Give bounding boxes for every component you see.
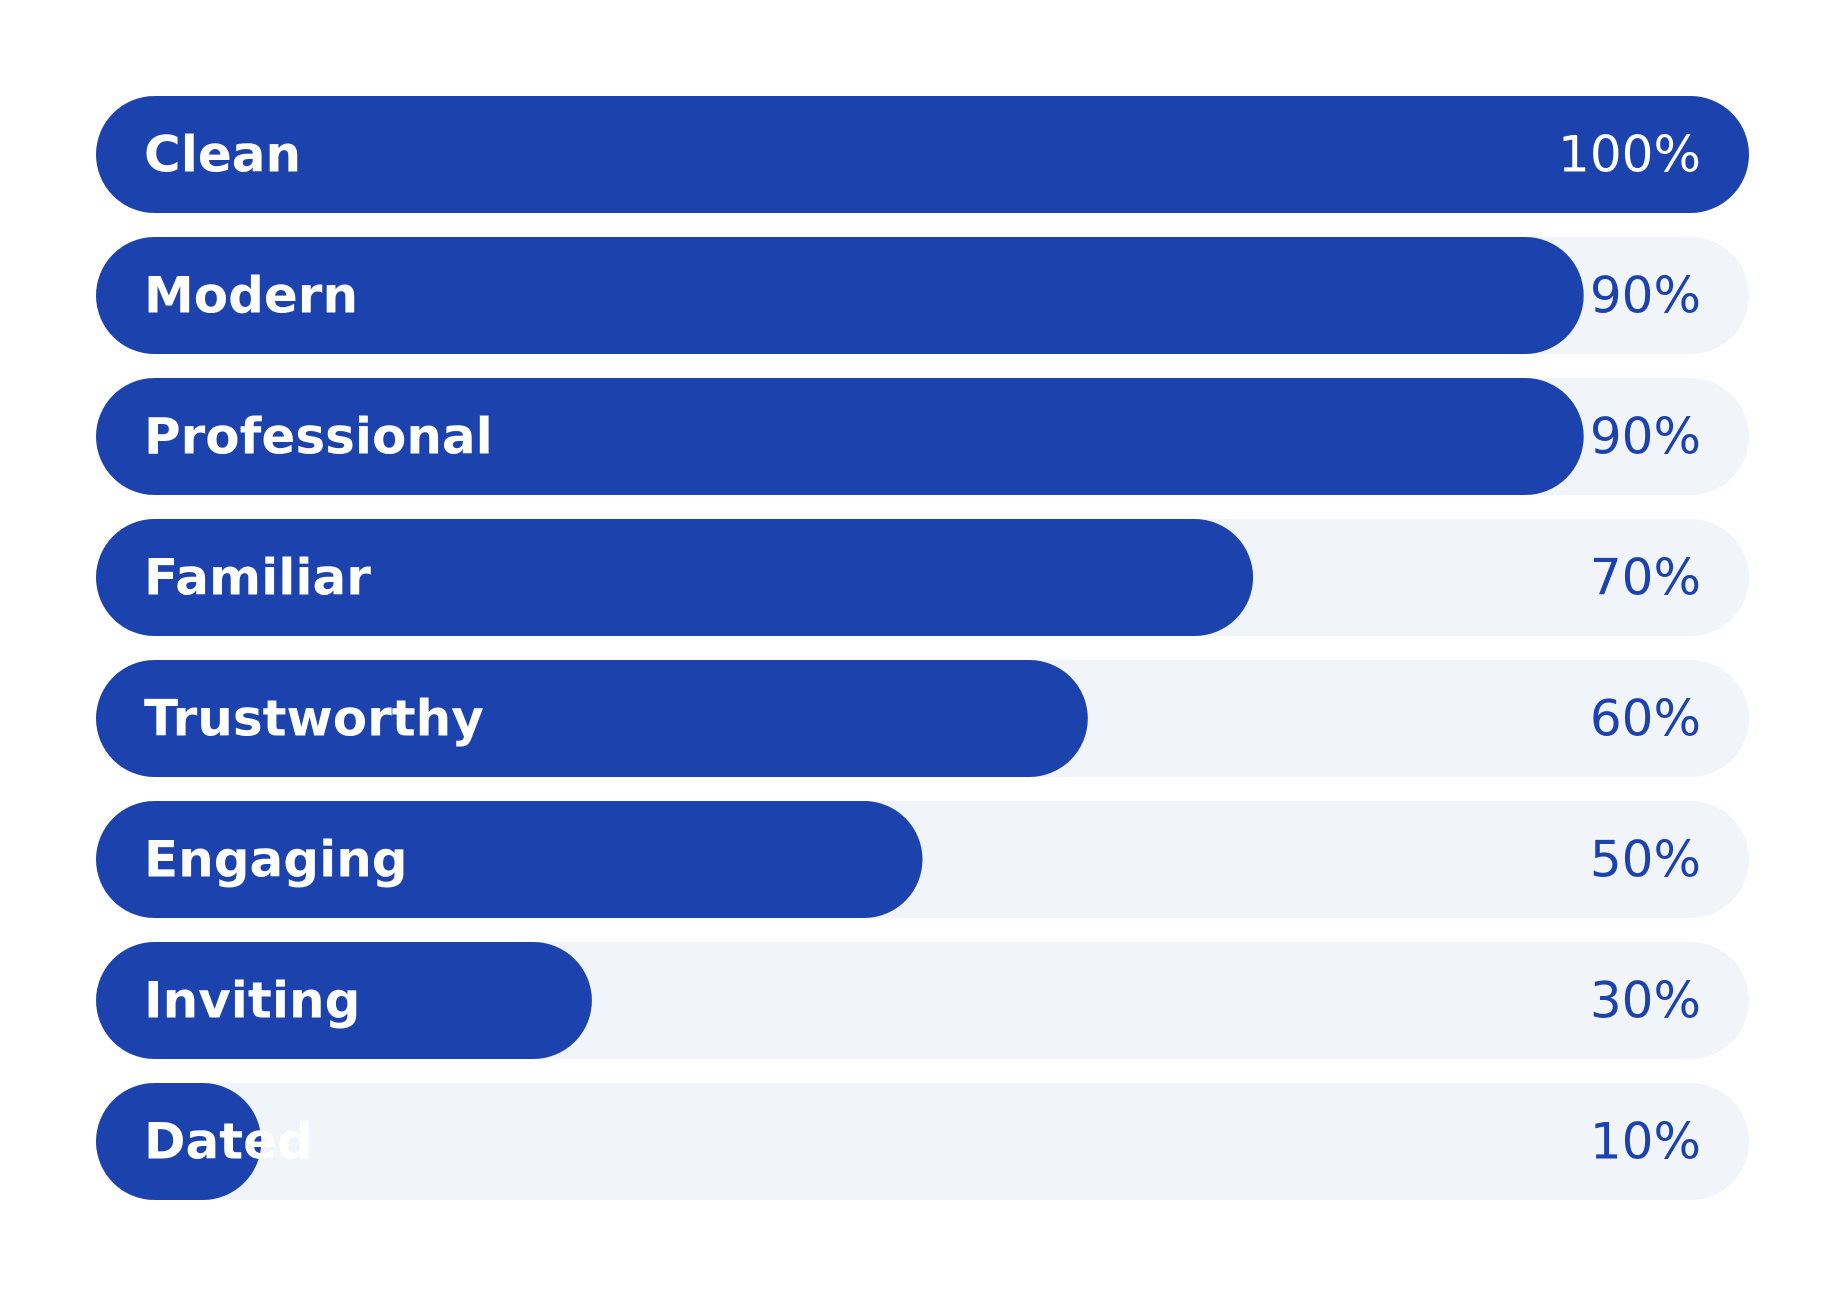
bar [96, 1083, 262, 1200]
category-label: Familiar [144, 549, 371, 607]
value-label: 90% [1590, 408, 1701, 466]
category-label: Clean [144, 126, 301, 184]
value-label: 50% [1590, 831, 1701, 889]
bar [96, 660, 1088, 777]
bar-row: Professional 90% [96, 378, 1749, 495]
bar [96, 96, 1749, 213]
bar [96, 519, 1254, 636]
value-label: 10% [1590, 1113, 1701, 1171]
category-label: Dated [144, 1113, 313, 1171]
bar [96, 378, 1584, 495]
category-label: Trustworthy [144, 690, 484, 748]
category-label: Modern [144, 267, 358, 325]
bar-row: Familiar 70% [96, 519, 1749, 636]
category-label: Professional [144, 408, 493, 466]
bar [96, 942, 592, 1059]
bar-row: Clean 100% [96, 96, 1749, 213]
bar-row: Dated 10% [96, 1083, 1749, 1200]
bar [96, 237, 1584, 354]
value-label: 100% [1558, 126, 1701, 184]
bar-row: Inviting 30% [96, 942, 1749, 1059]
bar-row: Modern 90% [96, 237, 1749, 354]
bar-row: Engaging 50% [96, 801, 1749, 918]
category-label: Inviting [144, 972, 360, 1030]
value-label: 30% [1590, 972, 1701, 1030]
value-label: 60% [1590, 690, 1701, 748]
value-label: 70% [1590, 549, 1701, 607]
value-label: 90% [1590, 267, 1701, 325]
bar [96, 801, 923, 918]
bar-row: Trustworthy 60% [96, 660, 1749, 777]
bar-track [96, 1083, 1749, 1200]
category-label: Engaging [144, 831, 408, 889]
